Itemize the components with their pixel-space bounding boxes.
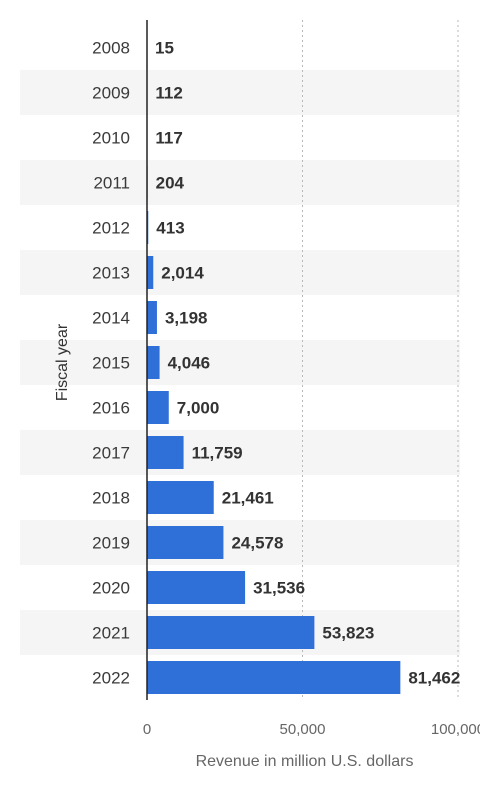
bar bbox=[147, 391, 169, 424]
bar bbox=[147, 616, 315, 649]
row-band bbox=[20, 385, 460, 430]
value-label: 4,046 bbox=[168, 354, 211, 373]
x-tick-label: 0 bbox=[143, 721, 151, 738]
category-label: 2012 bbox=[92, 219, 130, 238]
row-band bbox=[20, 160, 460, 205]
y-axis-label: Fiscal year bbox=[54, 323, 71, 401]
category-label: 2008 bbox=[92, 39, 130, 58]
category-label: 2018 bbox=[92, 489, 130, 508]
x-tick-label: 100,000 bbox=[431, 721, 480, 738]
bar bbox=[147, 571, 246, 604]
category-label: 2017 bbox=[92, 444, 130, 463]
x-tick-label: 50,000 bbox=[280, 721, 326, 738]
category-label: 2011 bbox=[93, 174, 130, 193]
row-band bbox=[20, 115, 460, 160]
bar bbox=[147, 256, 154, 289]
category-label: 2014 bbox=[92, 309, 130, 328]
category-label: 2013 bbox=[92, 264, 130, 283]
bar bbox=[147, 481, 214, 514]
x-axis-label: Revenue in million U.S. dollars bbox=[196, 753, 414, 770]
bar bbox=[147, 301, 157, 334]
category-labels: 2008 2009 2010 2011 2012 2013 2014 2015 2016 2017… bbox=[92, 39, 130, 688]
row-band bbox=[20, 340, 460, 385]
category-label: 2022 bbox=[92, 669, 130, 688]
bar bbox=[147, 436, 184, 469]
category-label: 2016 bbox=[92, 399, 130, 418]
bar bbox=[147, 346, 160, 379]
bars bbox=[147, 31, 401, 694]
row-band bbox=[20, 475, 460, 520]
value-label: 24,578 bbox=[231, 534, 283, 553]
x-tick-labels: 0 50,000 100,000 bbox=[143, 721, 480, 738]
value-label: 15 bbox=[155, 39, 174, 58]
row-band bbox=[20, 250, 460, 295]
category-label: 2009 bbox=[92, 84, 130, 103]
value-label: 7,000 bbox=[177, 399, 220, 418]
value-label: 11,759 bbox=[192, 444, 243, 463]
value-label: 413 bbox=[156, 219, 184, 238]
value-label: 117 bbox=[155, 129, 182, 148]
value-label: 3,198 bbox=[165, 309, 208, 328]
category-label: 2021 bbox=[92, 624, 130, 643]
value-labels: 15 112 117 204 413 2,014 3,198 4,046 7,000 11,759… bbox=[155, 39, 460, 688]
row-band bbox=[20, 295, 460, 340]
row-band bbox=[20, 520, 460, 565]
value-label: 2,014 bbox=[161, 264, 204, 283]
category-label: 2015 bbox=[92, 354, 130, 373]
row-band bbox=[20, 205, 460, 250]
value-label: 204 bbox=[156, 174, 185, 193]
row-band bbox=[20, 25, 460, 70]
value-label: 21,461 bbox=[222, 489, 274, 508]
bar bbox=[147, 661, 401, 694]
value-label: 112 bbox=[155, 84, 182, 103]
value-label: 53,823 bbox=[322, 624, 374, 643]
category-label: 2019 bbox=[92, 534, 130, 553]
gridlines bbox=[302, 20, 459, 700]
category-label: 2020 bbox=[92, 579, 130, 598]
row-band bbox=[20, 430, 460, 475]
row-band bbox=[20, 70, 460, 115]
value-label: 81,462 bbox=[408, 669, 460, 688]
category-label: 2010 bbox=[92, 129, 130, 148]
value-label: 31,536 bbox=[253, 579, 305, 598]
bar bbox=[147, 526, 224, 559]
